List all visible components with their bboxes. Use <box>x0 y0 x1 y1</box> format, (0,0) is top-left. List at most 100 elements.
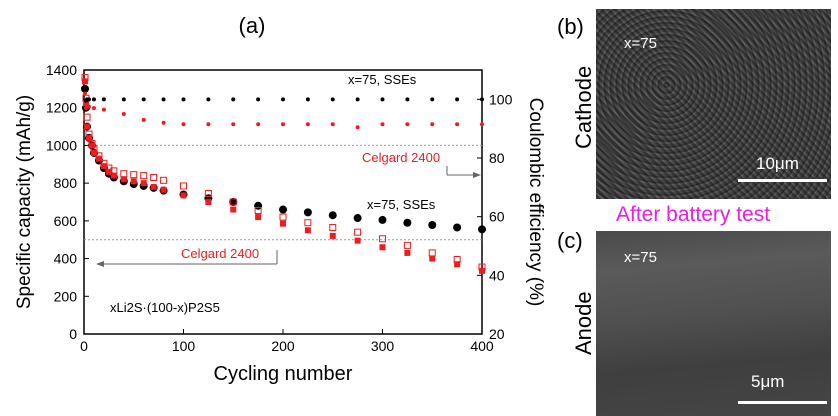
data-point-open <box>379 235 386 243</box>
left-y-tick-label: 0 <box>69 326 77 342</box>
data-point-square <box>130 178 137 185</box>
data-point-ce <box>141 117 146 122</box>
data-point-open <box>180 182 187 190</box>
data-point-ce <box>480 97 484 102</box>
data-point-circle <box>303 208 312 217</box>
data-point-open <box>110 167 118 175</box>
data-point-open <box>120 170 128 178</box>
data-point-open <box>304 219 312 227</box>
data-point-ce <box>231 122 236 127</box>
data-point-ce <box>161 97 166 102</box>
data-point-open <box>204 190 212 198</box>
capacity-chart: 0 100 200 300 400 0 200 400 600 800 1000 1200 1400 20… <box>14 13 546 385</box>
data-point-square <box>404 249 411 256</box>
data-point-ce <box>430 97 435 102</box>
data-point-open <box>83 113 91 121</box>
sem-anode-sample-label: x=75 <box>624 249 657 266</box>
series-1 <box>81 78 485 274</box>
data-point-open <box>150 173 158 181</box>
data-point-ce <box>181 122 186 127</box>
data-point-square <box>280 220 286 227</box>
annotation-sse-ce: x=75, SSEs <box>348 72 417 87</box>
data-point-open <box>90 145 98 153</box>
after-battery-test-label: After battery test <box>616 203 771 226</box>
sem-anode-scale-bar <box>738 401 827 404</box>
data-point-ce <box>141 97 146 102</box>
data-point-square <box>120 176 127 183</box>
data-point-square <box>110 172 117 179</box>
sem-cathode-scale-bar <box>738 179 827 182</box>
right-y-tick-label: 100 <box>489 91 513 107</box>
anode-side-label: Anode <box>571 291 596 355</box>
data-point-ce <box>121 97 126 102</box>
data-point-ce <box>101 107 106 112</box>
data-point-circle <box>328 211 337 220</box>
left-y-tick-label: 200 <box>54 288 78 304</box>
panel-b-label: (b) <box>557 14 584 39</box>
left-y-tick-label: 1000 <box>46 137 77 153</box>
sem-anode-image: x=75 5μm <box>596 231 831 416</box>
data-point-ce <box>355 125 360 130</box>
data-point-ce <box>231 97 236 102</box>
cathode-side-label: Cathode <box>571 65 596 149</box>
data-point-circle <box>428 221 437 230</box>
data-point-ce <box>305 97 310 102</box>
data-point-square <box>83 123 90 130</box>
data-point-open <box>140 172 148 180</box>
arrow-cap-head <box>96 261 104 267</box>
data-point-ce <box>455 97 460 102</box>
data-point-square <box>329 232 336 239</box>
data-point-ce <box>405 122 410 127</box>
annotation-box-celgard-cap <box>160 245 278 263</box>
data-point-open <box>428 249 436 257</box>
data-point-open <box>453 256 461 264</box>
data-point-ce <box>82 91 87 96</box>
left-y-tick-label: 1400 <box>46 62 77 78</box>
data-point-ce <box>206 97 211 102</box>
data-point-square <box>304 227 311 234</box>
data-point-ce <box>330 122 335 127</box>
data-point-ce <box>91 97 96 102</box>
data-point-open <box>160 176 168 184</box>
data-point-circle <box>403 218 412 227</box>
data-point-open <box>95 152 103 160</box>
chart-marks <box>80 74 486 274</box>
data-point-square <box>150 183 157 190</box>
data-point-ce <box>256 97 261 102</box>
data-point-square <box>230 206 237 213</box>
sem-anode-scale-text: 5μm <box>751 372 785 391</box>
x-tick-label: 200 <box>271 338 295 354</box>
data-point-open <box>81 74 89 82</box>
data-point-square <box>255 214 262 221</box>
annotation-sse-cap: x=75, SSEs <box>367 197 436 212</box>
data-point-square <box>479 267 485 274</box>
data-point-square <box>379 244 386 251</box>
left-y-tick-label: 800 <box>54 175 78 191</box>
data-point-ce <box>455 122 460 127</box>
panel-a-label: (a) <box>239 13 266 38</box>
data-point-square <box>85 134 92 141</box>
data-point-circle <box>478 225 486 234</box>
x-tick-label: 300 <box>371 338 395 354</box>
right-y-tick-label: 40 <box>489 267 505 283</box>
panel-c-label: (c) <box>557 228 583 253</box>
data-point-ce <box>430 122 435 127</box>
axis-ticks: 0 100 200 300 400 0 200 400 600 800 1000 1200 1400 20… <box>46 62 513 354</box>
data-point-square <box>454 261 461 268</box>
series-4 <box>82 91 484 130</box>
left-y-tick-label: 600 <box>54 213 78 229</box>
sem-cathode-image: x=75 10μm <box>596 9 831 199</box>
data-point-open <box>100 159 108 167</box>
right-y-tick-label: 60 <box>489 209 505 225</box>
data-point-square <box>140 180 147 187</box>
left-y-axis-label: Specific capacity (mAh/g) <box>14 95 35 309</box>
data-point-ce <box>480 122 484 127</box>
left-y-tick-label: 1200 <box>46 100 77 116</box>
data-point-square <box>88 142 95 149</box>
data-point-circle <box>229 198 238 206</box>
x-tick-label: 400 <box>470 338 494 354</box>
data-point-square <box>105 168 112 175</box>
x-tick-label: 0 <box>80 338 88 354</box>
data-point-circle <box>353 214 362 223</box>
data-point-square <box>180 192 187 199</box>
